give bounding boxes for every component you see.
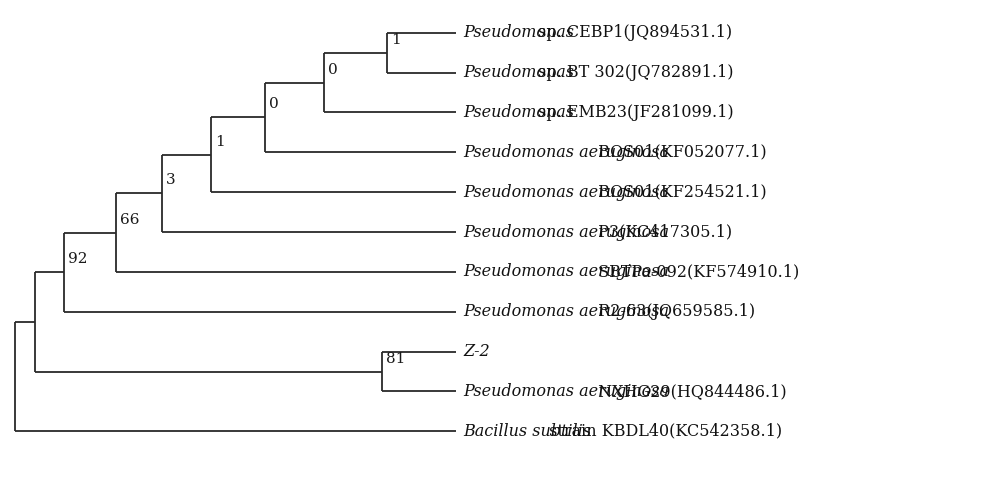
- Text: sp. BT 302(JQ782891.1): sp. BT 302(JQ782891.1): [533, 64, 734, 81]
- Text: Pseudomonas aeruginosa: Pseudomonas aeruginosa: [464, 383, 670, 400]
- Text: 3: 3: [166, 173, 175, 187]
- Text: Pseudomonas: Pseudomonas: [464, 104, 575, 121]
- Text: sp. CEBP1(JQ894531.1): sp. CEBP1(JQ894531.1): [533, 24, 732, 41]
- Text: Pseudomonas: Pseudomonas: [464, 64, 575, 81]
- Text: Pseudomonas aeruginosa: Pseudomonas aeruginosa: [464, 224, 670, 241]
- Text: sp. EMB23(JF281099.1): sp. EMB23(JF281099.1): [533, 104, 734, 121]
- Text: 92: 92: [68, 252, 87, 266]
- Text: R2-63(JQ659585.1): R2-63(JQ659585.1): [593, 303, 755, 320]
- Text: 0: 0: [269, 97, 278, 111]
- Text: 1: 1: [391, 33, 401, 46]
- Text: BOS01(KF052077.1): BOS01(KF052077.1): [593, 144, 766, 161]
- Text: NXHG29(HQ844486.1): NXHG29(HQ844486.1): [593, 383, 786, 400]
- Text: Bacillus subtilis: Bacillus subtilis: [464, 423, 592, 440]
- Text: strain KBDL40(KC542358.1): strain KBDL40(KC542358.1): [544, 423, 782, 440]
- Text: 0: 0: [328, 62, 337, 76]
- Text: P3(KC417305.1): P3(KC417305.1): [593, 224, 732, 241]
- Text: Pseudomonas aeruginosa: Pseudomonas aeruginosa: [464, 183, 670, 201]
- Text: 66: 66: [120, 212, 139, 227]
- Text: Pseudomonas: Pseudomonas: [464, 24, 575, 41]
- Text: Pseudomonas aeruginosa: Pseudomonas aeruginosa: [464, 263, 670, 280]
- Text: BOS01(KF254521.1): BOS01(KF254521.1): [593, 183, 766, 201]
- Text: 81: 81: [386, 351, 406, 365]
- Text: SBTPa-092(KF574910.1): SBTPa-092(KF574910.1): [593, 263, 799, 280]
- Text: Pseudomonas aeruginosa: Pseudomonas aeruginosa: [464, 303, 670, 320]
- Text: Pseudomonas aeruginosa: Pseudomonas aeruginosa: [464, 144, 670, 161]
- Text: 1: 1: [215, 135, 225, 149]
- Text: Z-2: Z-2: [464, 343, 490, 360]
